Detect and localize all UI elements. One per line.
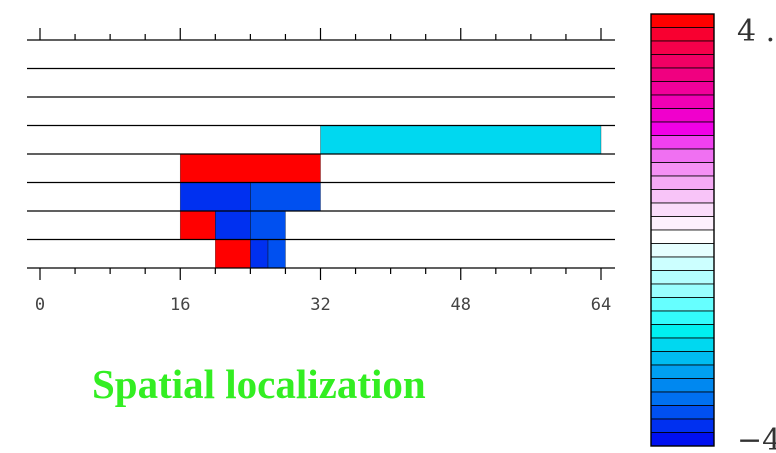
colorbar-swatch <box>650 189 715 204</box>
colorbar-swatch <box>650 162 715 177</box>
colorbar-swatch <box>650 418 715 433</box>
x-tick-label: 32 <box>310 295 330 315</box>
colorbar-swatch <box>650 67 715 82</box>
colorbar-swatch <box>650 378 715 393</box>
colorbar-swatch <box>650 432 715 447</box>
heatmap-cell <box>250 211 286 240</box>
x-tick-label: 48 <box>451 295 471 315</box>
x-axis: 0 16 32 48 64 <box>35 28 611 315</box>
colorbar-max-label: 4 . <box>737 14 775 49</box>
colorbar-swatch <box>650 405 715 420</box>
colorbar-swatch <box>650 175 715 190</box>
colorbar-swatch <box>650 121 715 136</box>
colorbar-swatch <box>650 364 715 379</box>
heatmap-cells <box>180 125 601 268</box>
colorbar-swatch <box>650 108 715 123</box>
colorbar-swatch <box>650 135 715 150</box>
colorbar-swatch <box>650 13 715 28</box>
colorbar-swatch <box>650 202 715 217</box>
colorbar-swatch <box>650 229 715 244</box>
colorbar-swatch <box>650 94 715 109</box>
heatmap-cell <box>180 211 216 240</box>
colorbar-swatch <box>650 27 715 42</box>
colorbar <box>650 13 715 447</box>
heatmap-cell <box>320 125 601 154</box>
colorbar-swatch <box>650 270 715 285</box>
colorbar-swatch <box>650 256 715 271</box>
colorbar-swatch <box>650 216 715 231</box>
band-gridlines <box>27 39 615 269</box>
colorbar-swatch <box>650 243 715 258</box>
caption: Spatial localization <box>92 361 426 407</box>
x-tick-label: 64 <box>591 295 611 315</box>
colorbar-frame <box>650 13 715 447</box>
heatmap-cell <box>215 211 251 240</box>
colorbar-swatch <box>650 148 715 163</box>
heatmap-cell <box>267 239 286 268</box>
x-tick-label: 16 <box>170 295 190 315</box>
colorbar-swatch <box>650 324 715 339</box>
heatmap-cell <box>180 182 251 211</box>
colorbar-swatch <box>650 351 715 366</box>
heatmap-cell <box>215 239 251 268</box>
heatmap-cell <box>250 182 321 211</box>
heatmap-cell <box>250 239 268 268</box>
colorbar-swatch <box>650 54 715 69</box>
colorbar-swatch <box>650 391 715 406</box>
colorbar-min-label: −4 <box>737 423 776 453</box>
x-tick-label: 0 <box>35 295 45 315</box>
colorbar-swatch <box>650 40 715 55</box>
colorbar-swatch <box>650 337 715 352</box>
heatmap-cell <box>180 154 321 183</box>
colorbar-swatch <box>650 283 715 298</box>
colorbar-swatch <box>650 81 715 96</box>
colorbar-swatch <box>650 310 715 325</box>
colorbar-swatch <box>650 297 715 312</box>
